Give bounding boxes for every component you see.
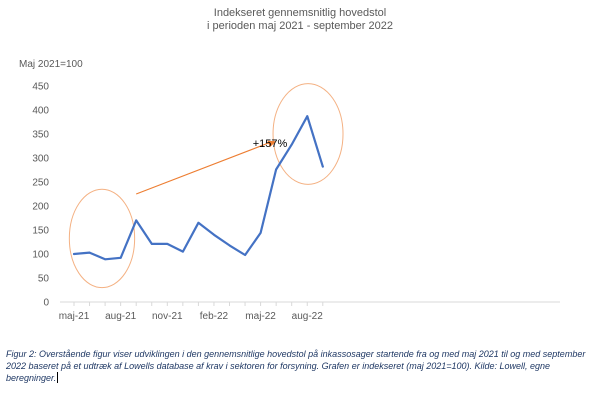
annotation-label: +157% xyxy=(253,138,288,150)
data-point xyxy=(181,250,184,253)
y-tick-label: 150 xyxy=(32,226,49,237)
series-group xyxy=(72,115,324,261)
data-point xyxy=(321,165,324,168)
highlight-ellipse xyxy=(272,83,344,185)
data-point xyxy=(135,219,138,222)
growth-annotation: +157% xyxy=(136,138,288,195)
y-tick-label: 450 xyxy=(32,82,49,93)
data-point xyxy=(88,251,91,254)
arrow-line xyxy=(136,141,271,195)
data-point xyxy=(213,233,215,236)
data-point xyxy=(119,256,122,259)
arrow-head xyxy=(267,140,277,148)
highlight-ellipse xyxy=(68,188,136,289)
y-tick-label: 50 xyxy=(38,274,50,285)
y-tick-label: 250 xyxy=(32,178,49,189)
y-tick-label: 400 xyxy=(32,106,49,117)
line-chart-svg: Indekseret gennemsnitlig hovedstol i per… xyxy=(19,7,560,322)
highlight-circles xyxy=(68,83,344,289)
y-axis: 0 50 100 150 200 250 300 350 400 450 xyxy=(32,82,49,309)
y-tick-label: 300 xyxy=(32,154,49,165)
text-cursor xyxy=(57,372,59,383)
data-point xyxy=(244,254,246,256)
data-point xyxy=(228,244,231,247)
figure-caption: Figur 2: Overstående figur viser udvikli… xyxy=(6,348,598,384)
y-axis-unit-label: Maj 2021=100 xyxy=(19,59,83,70)
y-tick-label: 0 xyxy=(43,298,49,309)
y-tick-label: 350 xyxy=(32,130,49,141)
y-tick-label: 100 xyxy=(32,250,49,261)
x-tick-label: maj-22 xyxy=(245,311,276,322)
chart-title-line-2: i perioden maj 2021 - september 2022 xyxy=(207,20,393,32)
chart: Indekseret gennemsnitlig hovedstol i per… xyxy=(19,7,560,322)
data-point xyxy=(104,258,106,261)
data-point xyxy=(306,115,309,118)
x-tick-label: aug-22 xyxy=(292,311,324,322)
data-point xyxy=(166,243,169,245)
x-axis: maj-21 aug-21 nov-21 feb-22 maj-22 aug-22 xyxy=(59,301,560,322)
data-point xyxy=(259,231,262,234)
data-point xyxy=(150,243,153,245)
chart-title-line-1: Indekseret gennemsnitlig hovedstol xyxy=(214,7,386,19)
x-tick-label: aug-21 xyxy=(105,311,137,322)
y-tick-label: 200 xyxy=(32,202,49,213)
data-point xyxy=(197,221,200,224)
figure-caption-text: Figur 2: Overstående figur viser udvikli… xyxy=(6,349,586,383)
data-point xyxy=(290,143,293,146)
data-point xyxy=(73,253,75,255)
data-point xyxy=(275,168,278,171)
x-tick-label: nov-21 xyxy=(152,311,183,322)
x-tick-label: maj-21 xyxy=(59,311,90,322)
x-tick-label: feb-22 xyxy=(200,311,229,322)
